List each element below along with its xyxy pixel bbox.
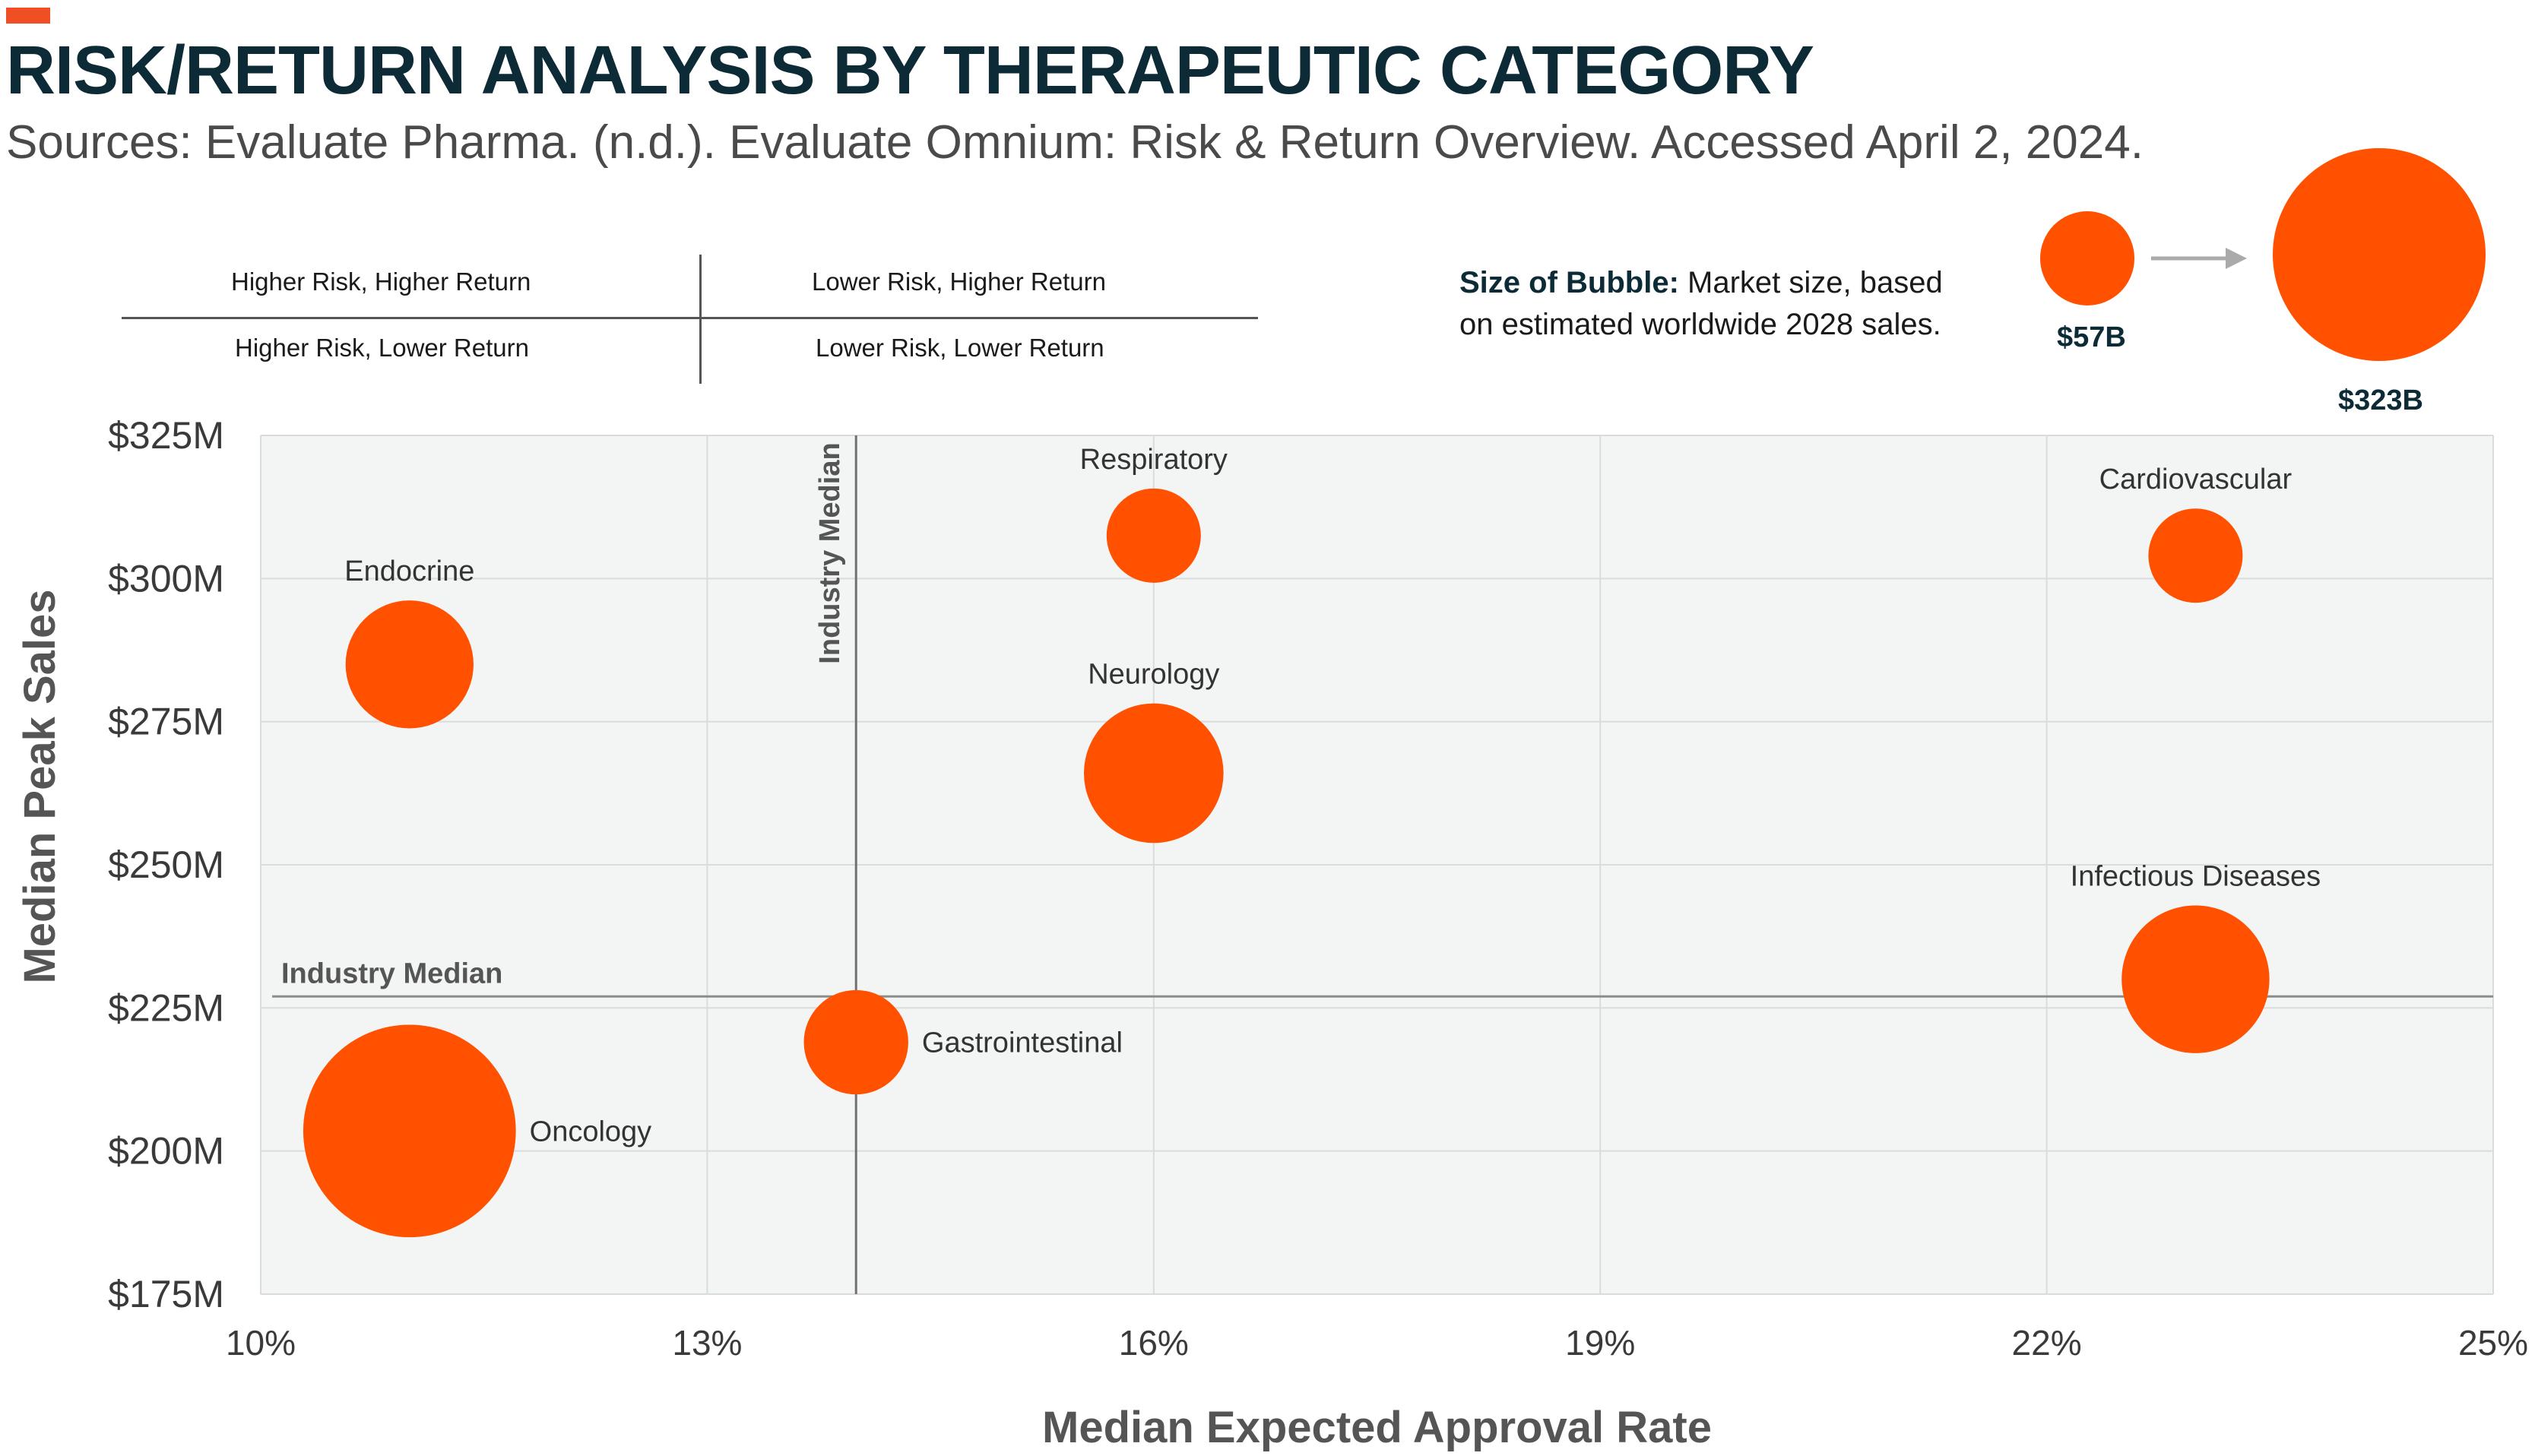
- bubble-neurology: [1083, 703, 1224, 844]
- bubble-label: Infectious Diseases: [2071, 860, 2321, 892]
- x-tick-label: 19%: [1565, 1323, 1635, 1363]
- size-legend-text-2: on estimated worldwide 2028 sales.: [1459, 308, 1941, 342]
- bubble-gastrointestinal: [803, 989, 908, 1095]
- page-title: RISK/RETURN ANALYSIS BY THERAPEUTIC CATE…: [6, 33, 1814, 109]
- median-label-vertical: Industry Median: [814, 442, 846, 663]
- x-tick-label: 10%: [226, 1323, 296, 1363]
- median-label-horizontal: Industry Median: [281, 957, 502, 989]
- bubbles: Endocrine Respiratory Cardiovascular Neurol…: [303, 444, 2321, 1238]
- y-tick-label: $325M: [108, 414, 224, 457]
- y-axis-label: Median Peak Sales: [15, 589, 65, 983]
- quadrant-top-right: Lower Risk, Higher Return: [812, 267, 1106, 296]
- bubble-label: Endocrine: [344, 555, 474, 587]
- bubble-label: Neurology: [1088, 659, 1219, 691]
- tick-labels: 10% 13% 16% 19% 22% 25% $175M $200M $225M $250M $2…: [108, 414, 2528, 1363]
- x-tick-label: 22%: [2012, 1323, 2082, 1363]
- title-accent-bar: [6, 8, 50, 24]
- size-legend-large-label: $323B: [2338, 385, 2423, 416]
- size-legend-large-bubble: [2273, 148, 2486, 361]
- bubble-label: Gastrointestinal: [922, 1027, 1123, 1059]
- bubble-label: Oncology: [530, 1116, 652, 1147]
- bubble-respiratory: [1106, 488, 1201, 583]
- x-axis-label: Median Expected Approval Rate: [1042, 1403, 1712, 1452]
- size-legend-small-label: $57B: [2057, 321, 2126, 353]
- x-tick-label: 16%: [1119, 1323, 1189, 1363]
- y-tick-label: $250M: [108, 844, 224, 886]
- y-tick-label: $200M: [108, 1130, 224, 1173]
- size-legend-title: Size of Bubble:: [1459, 266, 1679, 299]
- x-tick-label: 25%: [2458, 1323, 2528, 1363]
- quadrant-key-h-divider: [122, 317, 1258, 319]
- size-legend-small-bubble: [2040, 211, 2134, 305]
- bubble-oncology: [303, 1024, 516, 1238]
- bubble-endocrine: [345, 600, 474, 729]
- y-tick-label: $275M: [108, 701, 224, 743]
- x-tick-label: 13%: [672, 1323, 742, 1363]
- quadrant-bottom-left: Higher Risk, Lower Return: [235, 334, 529, 362]
- size-legend-graphic: [2040, 148, 2486, 361]
- bubble-infectious-diseases: [2121, 905, 2270, 1053]
- quadrant-bottom-right: Lower Risk, Lower Return: [816, 334, 1104, 362]
- bubble-cardiovascular: [2148, 508, 2243, 603]
- quadrant-top-left: Higher Risk, Higher Return: [231, 267, 531, 296]
- median-lines: Industry Median Industry Median: [272, 435, 2493, 1294]
- bubble-label: Respiratory: [1080, 444, 1228, 476]
- y-tick-label: $175M: [108, 1273, 224, 1315]
- size-legend-note: Size of Bubble: Market size, based on es…: [1459, 262, 1943, 346]
- size-legend-text-1: Market size, based: [1687, 266, 1943, 299]
- y-tick-label: $300M: [108, 557, 224, 600]
- quadrant-key-v-divider: [699, 255, 702, 384]
- size-legend-arrow-head: [2226, 248, 2247, 269]
- page-subtitle: Sources: Evaluate Pharma. (n.d.). Evalua…: [6, 116, 2144, 169]
- bubble-label: Cardiovascular: [2099, 464, 2293, 495]
- plot-area: [261, 435, 2493, 1294]
- grid-lines: [260, 435, 2494, 1295]
- y-tick-label: $225M: [108, 986, 224, 1029]
